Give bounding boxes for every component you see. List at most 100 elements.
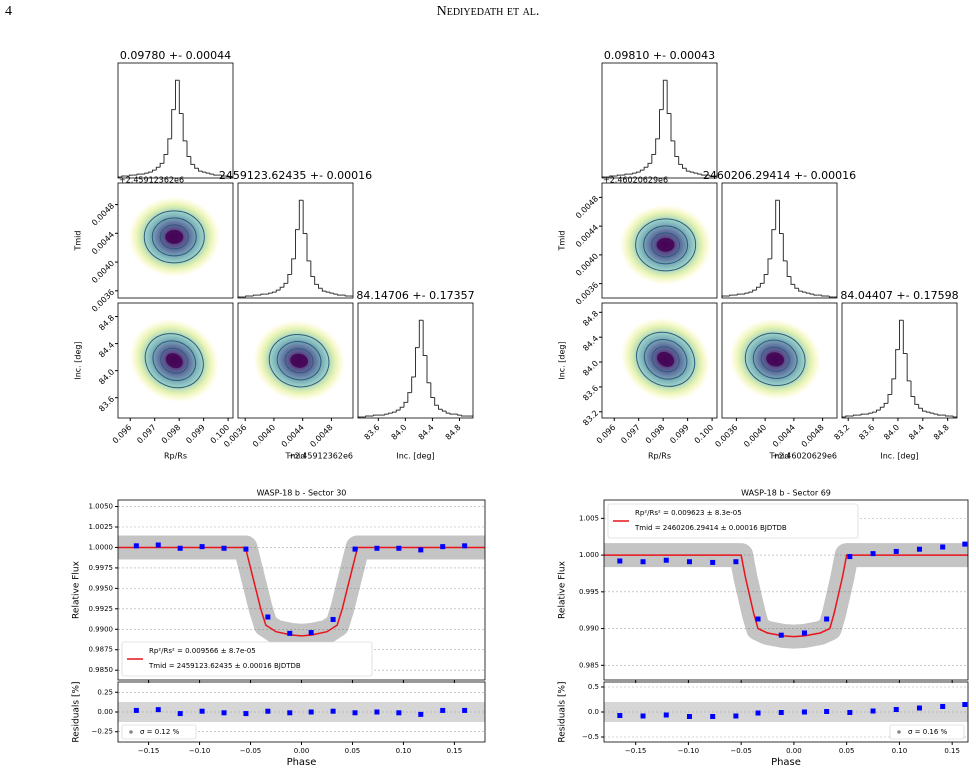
hist-bin <box>399 406 404 411</box>
hist-bin <box>759 282 765 288</box>
hist-bin <box>682 164 687 169</box>
hist-bin <box>272 291 277 294</box>
y-axis-label: Tmid <box>74 231 83 252</box>
y-tick-label: −0.25 <box>92 728 113 736</box>
x-axis-label: Phase <box>287 757 317 768</box>
hist-bin <box>411 376 416 393</box>
binned-point <box>243 546 249 552</box>
x-tick-label: 0.099 <box>668 423 691 446</box>
hist-bin <box>407 392 412 403</box>
y-tick-label: 84.0 <box>581 359 600 378</box>
y-tick-label: 0.00 <box>97 708 113 716</box>
panel-frame <box>603 499 969 681</box>
panel-frame <box>601 302 718 419</box>
binned-point <box>733 559 739 565</box>
hist-bin <box>639 169 645 173</box>
x-tick-label: −0.15 <box>625 747 646 755</box>
y-tick-label: 0.0044 <box>574 223 600 249</box>
hist-bin <box>163 154 168 164</box>
hist-bin <box>659 109 664 139</box>
hist-bin <box>624 173 629 176</box>
y-tick-label: −0.5 <box>582 733 599 741</box>
hist-bin <box>701 174 706 176</box>
legend-entry: Tmid = 2460206.29414 ± 0.00016 BJDTDB <box>634 524 787 532</box>
x-tick-label: 0.0040 <box>742 423 768 449</box>
binned-residual <box>308 709 314 715</box>
y-tick-label: 1.000 <box>579 551 599 559</box>
x-tick-label: 0.097 <box>135 423 158 446</box>
legend-entry: Rp²/Rs² = 0.009566 ± 8.7e-05 <box>149 647 256 655</box>
hist-bin <box>213 174 218 176</box>
x-tick-label: 0.0048 <box>308 423 334 449</box>
hist-bin <box>295 229 300 259</box>
hist-bin <box>813 294 818 296</box>
hist-bin <box>895 349 900 379</box>
hist-title: 0.09780 +- 0.00044 <box>120 49 231 62</box>
hist-bin <box>647 162 652 168</box>
hist-bin <box>697 173 702 175</box>
binned-point <box>778 632 784 638</box>
hist-bin <box>291 258 296 275</box>
hist-bin <box>337 294 342 296</box>
y-tick-label: 0.5 <box>588 683 599 691</box>
binned-point <box>847 554 853 560</box>
x-tick-label: 0.100 <box>693 423 716 446</box>
binned-point <box>418 547 424 553</box>
legend-box <box>121 641 373 677</box>
hist-bin <box>449 413 454 415</box>
hist-bin <box>756 286 761 291</box>
hist-bin <box>937 414 942 416</box>
hist-bin <box>744 292 749 295</box>
binned-residual <box>824 709 830 714</box>
x-tick-label: 84.8 <box>932 423 951 442</box>
hist-bin <box>325 291 330 293</box>
binned-point <box>199 544 205 550</box>
hist-bin <box>268 292 273 295</box>
x-axis-label: Phase <box>771 757 801 768</box>
running-head: Nediyedath et al. <box>437 4 540 19</box>
hist-bin <box>314 276 319 285</box>
contour <box>643 225 689 265</box>
legend-entry: Tmid = 2459123.62435 ± 0.00016 BJDTDB <box>148 662 301 670</box>
x-tick-label: −0.05 <box>730 747 751 755</box>
binned-residual <box>374 709 380 715</box>
hist-bin <box>748 291 753 294</box>
hist-bin <box>318 284 323 289</box>
binned-residual <box>962 702 968 707</box>
contour <box>760 346 790 372</box>
hist-bin <box>388 412 393 415</box>
binned-residual <box>801 709 807 715</box>
panel-frame <box>721 302 838 419</box>
binned-point <box>155 542 161 548</box>
hist-bin <box>198 168 203 172</box>
panel-frame <box>237 182 354 299</box>
hist-bin <box>655 138 660 155</box>
hist-bin <box>805 292 811 294</box>
contour <box>276 341 322 381</box>
binned-residual <box>221 710 227 716</box>
hist-title: 2460206.29414 +- 0.00016 <box>703 169 856 182</box>
binned-point <box>870 551 876 557</box>
legend-swatch <box>129 730 133 734</box>
hist-bin <box>651 154 656 164</box>
x-tick-label: 0.096 <box>595 423 618 446</box>
binned-point <box>893 548 899 554</box>
hist-bin <box>845 415 850 418</box>
hist-bin <box>228 176 233 178</box>
hist-bin <box>121 175 126 178</box>
hist-bin <box>329 292 334 294</box>
contour <box>636 331 696 387</box>
y-tick-label: 0.0048 <box>90 201 116 227</box>
binned-point <box>916 546 922 552</box>
hist-bin <box>252 294 258 297</box>
hist-bin <box>441 409 447 412</box>
hist-bin <box>616 174 622 177</box>
x-tick-label: 0.05 <box>345 747 361 755</box>
binned-residual <box>940 704 946 709</box>
x-tick-label: 0.0044 <box>771 423 797 449</box>
offset-label: +2.45912362e6 <box>288 452 353 461</box>
binned-point <box>617 558 623 564</box>
offset-label: +2.46020629e6 <box>772 452 837 461</box>
hist-bin <box>344 295 350 297</box>
x-tick-label: 0.00 <box>294 747 310 755</box>
